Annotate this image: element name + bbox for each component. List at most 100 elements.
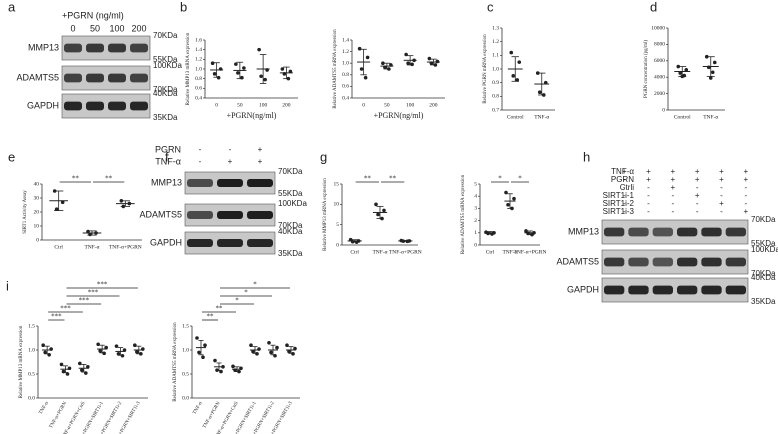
- data-point: [504, 190, 508, 195]
- data-point: [376, 212, 380, 217]
- blot-band: [604, 285, 625, 295]
- data-point: [102, 351, 106, 356]
- y-tick-label: 0.5: [182, 371, 189, 377]
- treatment-label: TNF-α: [155, 156, 181, 166]
- treatment-sign: -: [720, 191, 723, 200]
- y-axis-label: Relative PGRN mRNA expression: [483, 34, 488, 104]
- data-point: [374, 202, 378, 207]
- y-tick-label: 0.8: [342, 72, 349, 78]
- significance-label: **: [105, 175, 113, 183]
- y-tick-label: 5: [336, 222, 339, 228]
- significance-label: **: [216, 305, 224, 313]
- marker-label: 70KDa: [153, 31, 178, 40]
- data-point: [59, 362, 64, 367]
- significance-label: ***: [88, 289, 99, 297]
- marker-label: 55KDa: [153, 55, 178, 64]
- blot-band: [217, 211, 243, 219]
- treatment-sign: +: [622, 167, 627, 176]
- blot-band: [628, 227, 649, 237]
- x-tick-label: TNF-α: [534, 114, 549, 120]
- treatment-sign: +: [258, 157, 263, 166]
- data-point: [708, 76, 713, 80]
- blot-band: [701, 285, 722, 295]
- x-tick-label: TNF-α+PGRN: [109, 244, 142, 250]
- treatment-sign: -: [671, 191, 674, 200]
- data-point: [114, 344, 119, 348]
- data-point: [363, 75, 368, 80]
- data-point: [269, 350, 273, 355]
- treatment-sign: -: [671, 207, 674, 216]
- data-point: [78, 361, 82, 366]
- data-point: [506, 202, 510, 207]
- blot-band: [130, 73, 148, 83]
- treatment-label: PGRN: [155, 144, 181, 154]
- data-point: [116, 352, 121, 356]
- y-tick-label: 1.6: [195, 37, 202, 43]
- treatment-sign: -: [744, 199, 747, 208]
- data-point: [104, 345, 108, 350]
- y-axis-label: Relative MMP13 mRNA expression: [19, 325, 24, 398]
- y-tick-label: 1.1: [492, 53, 499, 59]
- marker-label: 100KDa: [278, 199, 307, 208]
- y-tick-label: 1.0: [342, 60, 349, 66]
- treatment-sign: -: [623, 191, 626, 200]
- treatment-sign: -: [229, 145, 232, 154]
- panel-label: e: [8, 149, 15, 164]
- y-tick-label: 0.6: [195, 86, 202, 92]
- blot-row-label: GAPDH: [150, 237, 182, 247]
- blot-band: [64, 73, 82, 83]
- panel-label: c: [487, 0, 494, 14]
- data-point: [236, 71, 240, 75]
- treatment-sign: +: [695, 175, 700, 184]
- x-tick-label: 0: [362, 102, 365, 108]
- significance-label: **: [72, 175, 80, 183]
- significance-label: ***: [51, 313, 62, 321]
- marker-label: 100KDa: [751, 245, 778, 254]
- data-point: [43, 350, 47, 355]
- x-tick-label: TNF-α: [193, 401, 204, 416]
- blot-band: [628, 257, 649, 267]
- y-axis-label: SIRT1 Activity Assay: [23, 190, 28, 234]
- blot-strip: [601, 219, 749, 245]
- blot-band: [677, 285, 698, 295]
- blot-band: [701, 257, 722, 267]
- marker-label: 70KDa: [153, 85, 178, 94]
- significance-label: *: [235, 297, 239, 305]
- x-tick-label: 50: [237, 102, 243, 108]
- treatment-sign: +: [719, 167, 724, 176]
- y-axis-label: Relative MMP13 mRNA expression: [186, 32, 191, 105]
- data-point: [287, 349, 291, 354]
- data-point: [381, 61, 385, 65]
- treatment-sign: -: [696, 183, 699, 192]
- significance-label: ***: [60, 305, 71, 313]
- data-point: [512, 196, 516, 201]
- significance-label: *: [498, 175, 502, 183]
- blot-header: +PGRN (ng/ml): [62, 10, 124, 20]
- significance-label: **: [389, 175, 397, 183]
- data-point: [275, 345, 279, 350]
- blot-strip: [601, 249, 749, 275]
- x-tick-label: 100: [259, 102, 268, 108]
- y-tick-label: 2000: [654, 91, 665, 97]
- treatment-sign: -: [744, 191, 747, 200]
- lane-label: 0: [70, 23, 75, 33]
- data-point: [382, 208, 386, 213]
- data-point: [251, 349, 255, 354]
- treatment-sign: +: [646, 167, 651, 176]
- y-tick-label: 1.0: [28, 347, 35, 353]
- y-tick-label: 0.4: [342, 95, 349, 101]
- blot-band: [652, 227, 673, 237]
- panel-label: g: [320, 149, 327, 164]
- blot-row-label: ADAMTS5: [556, 256, 599, 266]
- blot-row-label: MMP13: [151, 177, 182, 187]
- treatment-label: SIRT1i-2: [603, 199, 635, 208]
- y-tick-label: 10000: [651, 25, 665, 31]
- data-point: [537, 90, 542, 95]
- blot-band: [652, 285, 673, 295]
- significance-label: *: [518, 175, 522, 183]
- data-point: [359, 67, 364, 71]
- data-point: [509, 50, 514, 55]
- treatment-sign: +: [670, 175, 675, 184]
- y-axis-label: Relative ADAMTS5 mRNA expression: [333, 29, 338, 109]
- x-tick-label: TNF-α+PGRN: [202, 401, 221, 430]
